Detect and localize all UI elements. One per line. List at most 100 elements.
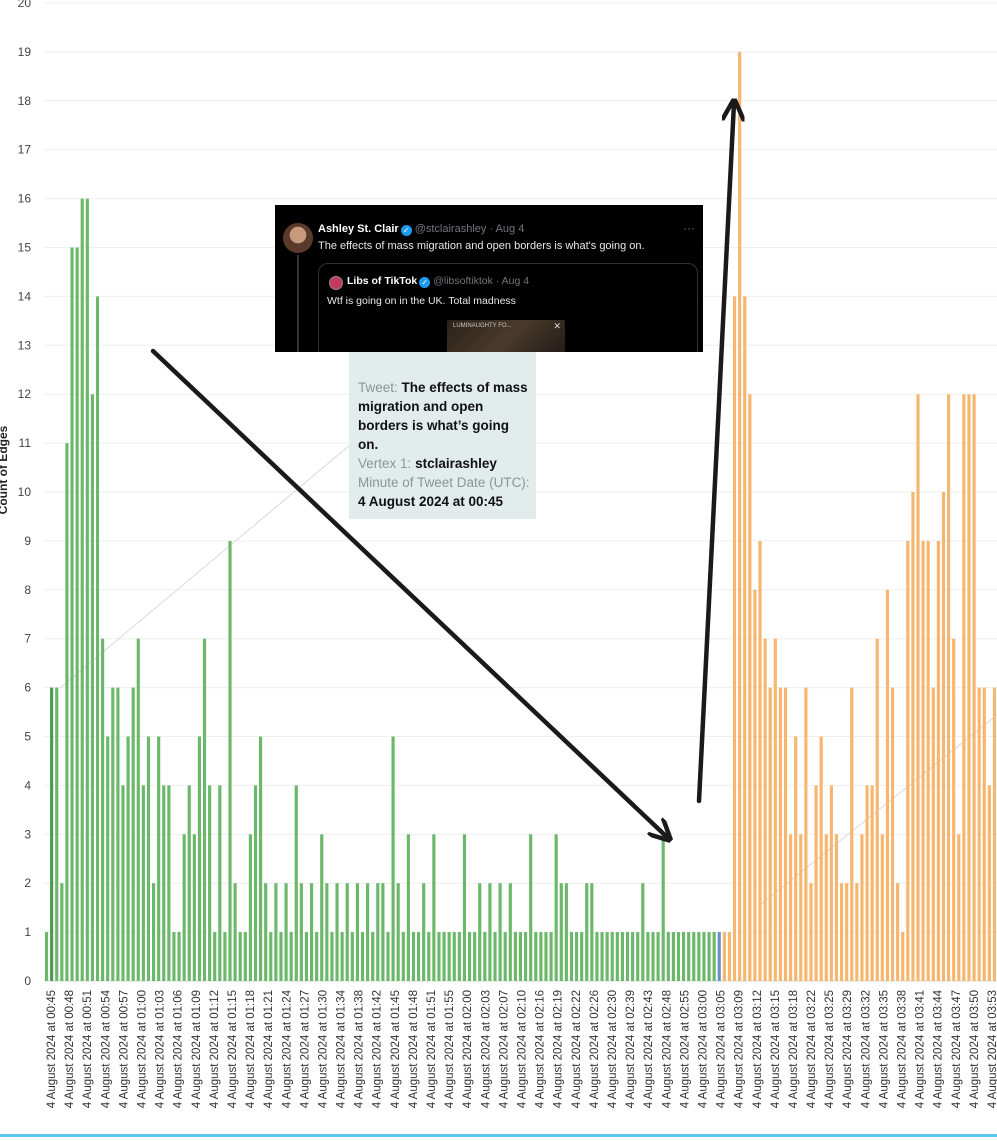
bar-before[interactable] — [116, 687, 120, 981]
bar-before[interactable] — [243, 932, 247, 981]
bar-after[interactable] — [789, 834, 793, 981]
bar-before[interactable] — [162, 785, 166, 981]
bar-after[interactable] — [977, 687, 981, 981]
bar-after[interactable] — [855, 883, 859, 981]
bar-after[interactable] — [727, 932, 732, 981]
bar-before[interactable] — [483, 932, 487, 981]
bar-before[interactable] — [396, 883, 400, 981]
bar-after[interactable] — [809, 883, 813, 981]
bar-after[interactable] — [972, 394, 976, 981]
bar-before[interactable] — [401, 932, 405, 981]
bar-before[interactable] — [279, 932, 283, 981]
bar-before[interactable] — [228, 540, 232, 981]
bar-before[interactable] — [197, 736, 202, 982]
bar-before[interactable] — [467, 932, 472, 981]
bar-after[interactable] — [936, 540, 940, 981]
bar-before[interactable] — [447, 932, 451, 981]
bar-before[interactable] — [671, 932, 675, 981]
bar-after[interactable] — [885, 589, 890, 981]
bar-before[interactable] — [707, 932, 711, 981]
bar-before[interactable] — [559, 883, 563, 981]
bar-before[interactable] — [590, 883, 594, 981]
bar-before[interactable] — [95, 296, 100, 981]
bar-before[interactable] — [355, 883, 359, 981]
bar-before[interactable] — [50, 687, 54, 981]
bar-before[interactable] — [304, 932, 309, 981]
bar-before[interactable] — [177, 932, 181, 981]
bar-before[interactable] — [427, 932, 431, 981]
bar-before[interactable] — [238, 932, 242, 981]
bar-after[interactable] — [921, 540, 925, 981]
bar-before[interactable] — [574, 932, 579, 981]
bar-after[interactable] — [773, 638, 777, 981]
bar-after[interactable] — [839, 883, 844, 981]
bar-before[interactable] — [646, 932, 650, 981]
bar-before[interactable] — [253, 785, 258, 981]
bar-before[interactable] — [697, 932, 701, 981]
bar-before[interactable] — [131, 687, 135, 981]
bar-before[interactable] — [309, 883, 314, 981]
bar-before[interactable] — [157, 736, 161, 982]
bar-before[interactable] — [294, 785, 298, 981]
bar-before[interactable] — [391, 736, 395, 982]
bar-before[interactable] — [192, 834, 196, 981]
bar-after[interactable] — [814, 785, 818, 981]
bar-before[interactable] — [75, 247, 79, 982]
close-icon[interactable]: ✕ — [553, 321, 561, 331]
bar-before[interactable] — [289, 932, 293, 981]
bar-before[interactable] — [432, 834, 436, 981]
bar-before[interactable] — [473, 932, 477, 981]
bar-before[interactable] — [687, 932, 691, 981]
bar-before[interactable] — [524, 932, 528, 981]
bar-after[interactable] — [916, 394, 920, 981]
bar-before[interactable] — [411, 932, 416, 981]
bar-after[interactable] — [941, 492, 946, 981]
bar-after[interactable] — [794, 736, 798, 982]
bar-transition[interactable] — [717, 932, 721, 981]
bar-after[interactable] — [778, 687, 782, 981]
bar-before[interactable] — [284, 883, 288, 981]
bar-after[interactable] — [967, 394, 971, 981]
bar-before[interactable] — [437, 932, 441, 981]
bar-before[interactable] — [498, 883, 502, 981]
bar-after[interactable] — [957, 834, 961, 981]
bar-before[interactable] — [620, 932, 625, 981]
bar-after[interactable] — [860, 834, 864, 981]
bar-after[interactable] — [870, 785, 874, 981]
bar-after[interactable] — [845, 883, 849, 981]
bar-before[interactable] — [60, 883, 64, 981]
quoted-media[interactable]: LUMINAUGHTY FO... ✕ — [447, 320, 565, 352]
bar-after[interactable] — [753, 589, 757, 981]
bar-before[interactable] — [636, 932, 640, 981]
bar-before[interactable] — [376, 883, 380, 981]
bar-after[interactable] — [804, 687, 808, 981]
bar-before[interactable] — [539, 932, 543, 981]
bar-before[interactable] — [462, 834, 467, 981]
bar-before[interactable] — [702, 932, 706, 981]
bar-after[interactable] — [987, 785, 991, 981]
bar-before[interactable] — [101, 638, 105, 981]
bar-before[interactable] — [182, 834, 186, 981]
bar-before[interactable] — [345, 883, 349, 981]
bar-after[interactable] — [850, 687, 854, 981]
bar-before[interactable] — [208, 785, 212, 981]
bar-before[interactable] — [488, 883, 492, 981]
bar-before[interactable] — [381, 883, 385, 981]
bar-after[interactable] — [732, 296, 737, 981]
bar-after[interactable] — [880, 834, 884, 981]
bar-before[interactable] — [534, 932, 538, 981]
bar-before[interactable] — [146, 736, 151, 982]
bar-after[interactable] — [952, 638, 956, 981]
bar-before[interactable] — [712, 932, 716, 981]
bar-after[interactable] — [834, 834, 839, 981]
bar-before[interactable] — [513, 932, 517, 981]
bar-before[interactable] — [213, 932, 217, 981]
bar-after[interactable] — [896, 883, 900, 981]
bar-before[interactable] — [202, 638, 207, 981]
bar-before[interactable] — [167, 785, 171, 981]
bar-after[interactable] — [911, 492, 915, 981]
bar-before[interactable] — [315, 932, 319, 981]
bar-after[interactable] — [763, 638, 767, 981]
bar-before[interactable] — [141, 785, 145, 981]
bar-before[interactable] — [80, 198, 84, 982]
